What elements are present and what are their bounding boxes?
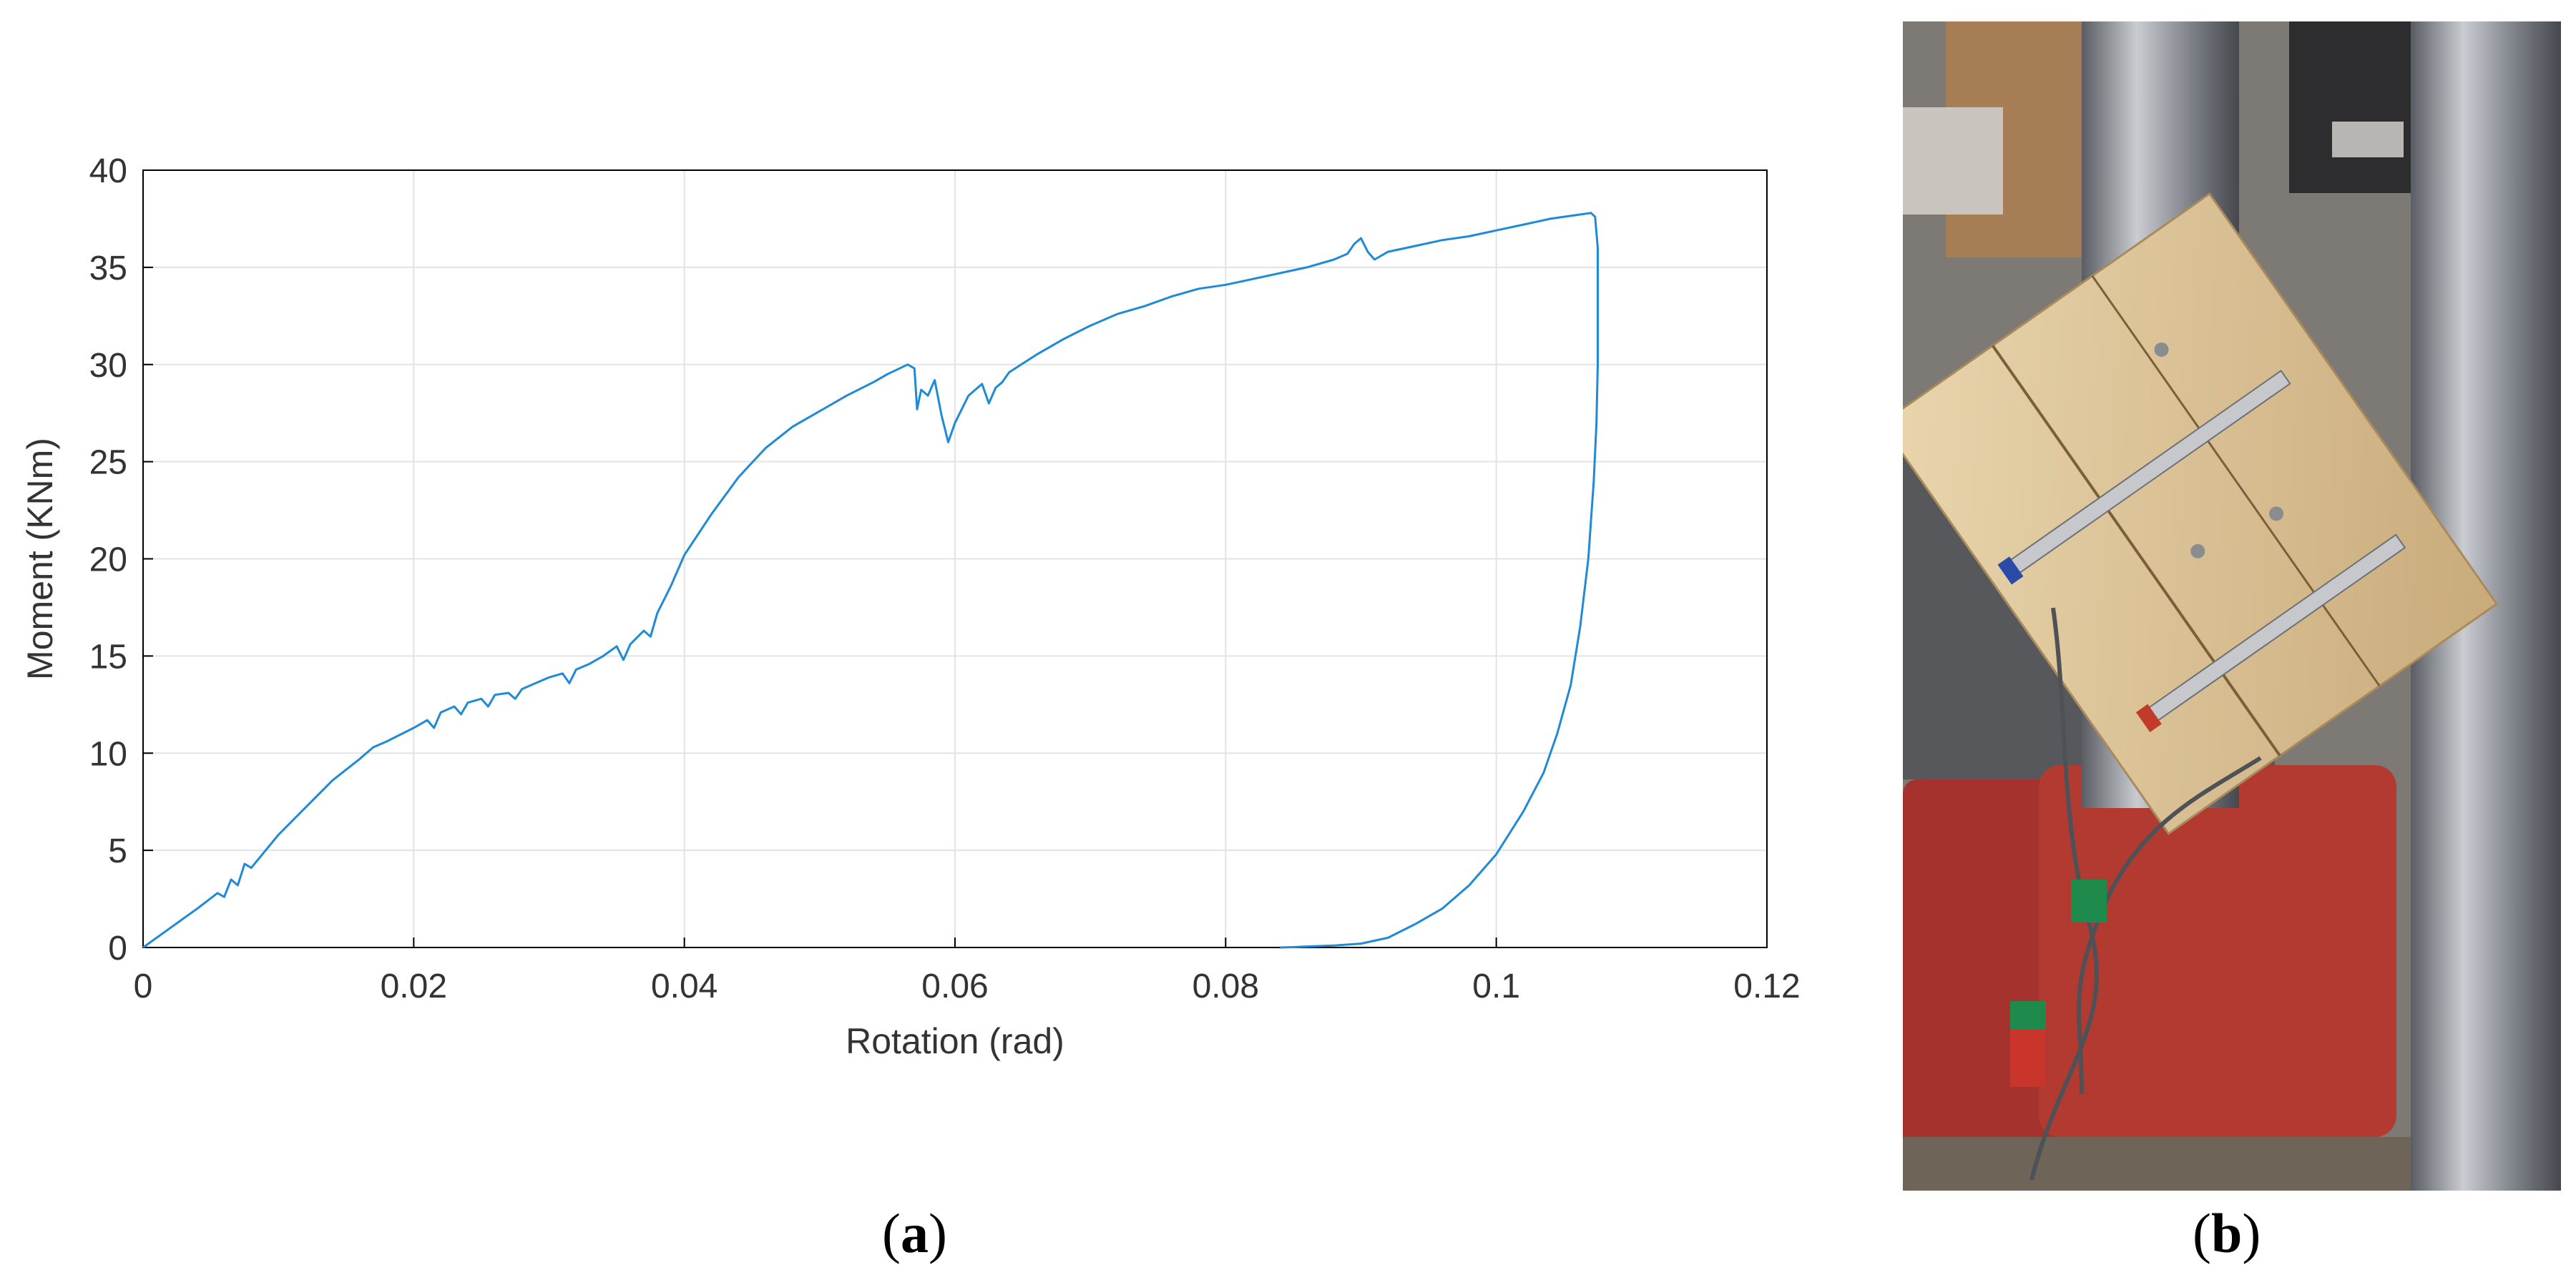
moment-rotation-chart: 0 0.02 0.04 0.06 0.08 0.1 0.12 0 5 10 15 20 25 30 35 40…: [20, 152, 1801, 1061]
caption-a-label: a: [900, 1202, 929, 1264]
connector-red: [2010, 1023, 2046, 1087]
y-tick-label: 25: [89, 444, 127, 482]
toolbox-handle: [2332, 122, 2404, 157]
x-tick-label: 0.04: [651, 968, 718, 1005]
y-tick-label: 15: [89, 638, 127, 676]
red-cushion-right: [2039, 765, 2396, 1137]
caption-a: (a): [882, 1202, 947, 1264]
x-tick-label: 0.06: [921, 968, 988, 1005]
connector-green-2: [2010, 1001, 2046, 1030]
y-tick-label: 40: [89, 152, 127, 190]
y-tick-label: 35: [89, 250, 127, 287]
plot-ticks: 0 0.02 0.04 0.06 0.08 0.1 0.12 0 5 10 15 20 25 30 35 40: [89, 152, 1801, 1005]
x-axis-label: Rotation (rad): [846, 1021, 1064, 1061]
x-tick-label: 0.08: [1192, 968, 1259, 1005]
x-tick-label: 0: [134, 968, 153, 1005]
connector-green: [2071, 880, 2107, 922]
background-shelf: [1903, 107, 2003, 215]
x-tick-label: 0.1: [1472, 968, 1520, 1005]
y-tick-label: 5: [108, 832, 127, 870]
y-tick-label: 0: [108, 930, 127, 968]
y-tick-label: 20: [89, 541, 127, 579]
y-tick-label: 30: [89, 347, 127, 385]
y-axis-label: Moment (KNm): [20, 438, 60, 680]
timber-specimen: [1903, 192, 2499, 835]
series-line: [142, 212, 1599, 949]
test-setup-photo: [1903, 21, 2561, 1191]
caption-b: (b): [2193, 1202, 2261, 1264]
y-tick-label: 10: [89, 735, 127, 773]
plot-series: [142, 212, 1599, 949]
x-tick-label: 0.02: [381, 968, 447, 1005]
caption-b-label: b: [2210, 1202, 2243, 1264]
x-tick-label: 0.12: [1733, 968, 1800, 1005]
plot-gridlines: [142, 169, 1768, 948]
